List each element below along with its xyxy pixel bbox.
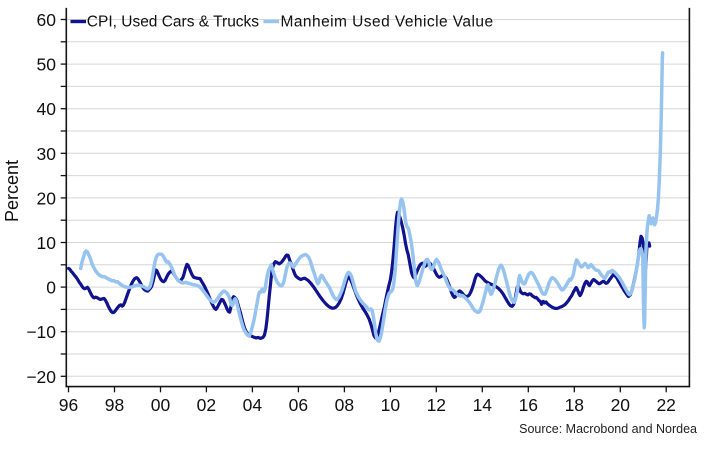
- svg-text:20: 20: [37, 188, 57, 208]
- svg-text:50: 50: [37, 55, 57, 75]
- svg-text:Manheim Used Vehicle Value: Manheim Used Vehicle Value: [281, 13, 494, 30]
- svg-text:96: 96: [59, 395, 78, 415]
- svg-text:40: 40: [37, 99, 57, 119]
- svg-text:16: 16: [519, 395, 538, 415]
- svg-text:04: 04: [243, 395, 263, 415]
- svg-text:22: 22: [656, 395, 675, 415]
- svg-text:02: 02: [197, 395, 216, 415]
- svg-text:14: 14: [473, 395, 493, 415]
- svg-text:−10: −10: [26, 322, 56, 342]
- svg-text:06: 06: [289, 395, 308, 415]
- svg-text:−20: −20: [26, 367, 56, 387]
- svg-text:CPI, Used Cars & Trucks: CPI, Used Cars & Trucks: [87, 13, 260, 30]
- svg-text:60: 60: [37, 10, 57, 30]
- svg-text:20: 20: [611, 395, 631, 415]
- svg-text:08: 08: [335, 395, 354, 415]
- svg-text:18: 18: [565, 395, 584, 415]
- svg-text:98: 98: [105, 395, 124, 415]
- svg-text:Source: Macrobond and Nordea: Source: Macrobond and Nordea: [519, 422, 697, 436]
- svg-text:10: 10: [381, 395, 401, 415]
- svg-text:0: 0: [46, 278, 56, 298]
- svg-text:10: 10: [37, 233, 57, 253]
- svg-text:12: 12: [427, 395, 446, 415]
- svg-text:00: 00: [151, 395, 171, 415]
- svg-text:Percent: Percent: [2, 160, 22, 222]
- svg-text:30: 30: [37, 144, 57, 164]
